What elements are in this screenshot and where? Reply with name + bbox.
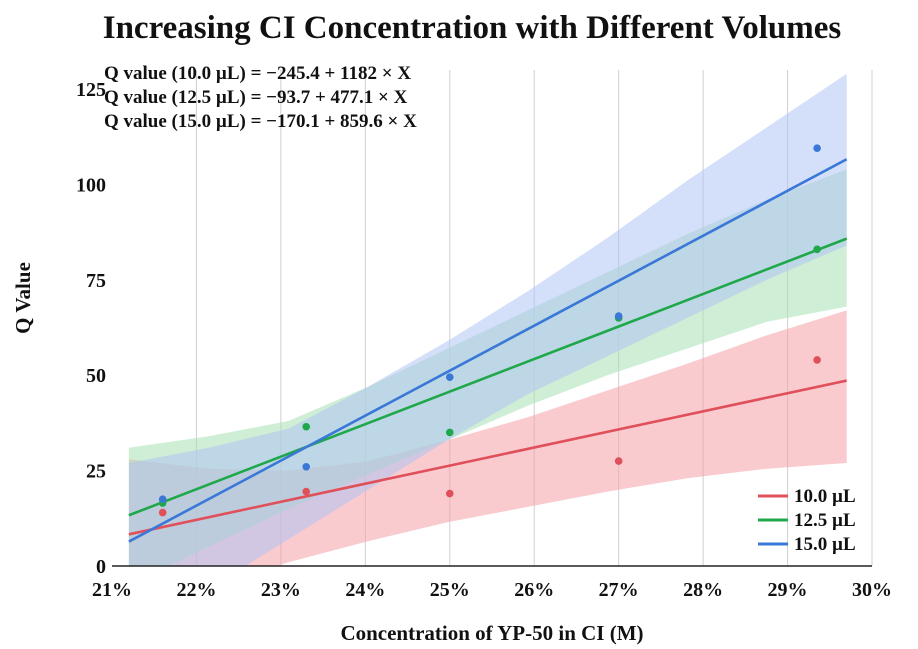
x-tick-label: 22% [176, 579, 216, 601]
x-axis-label: Concentration of YP-50 in CI (M) [340, 621, 643, 645]
x-tick-label: 25% [430, 579, 470, 601]
fit-line-1 [128, 237, 848, 517]
data-point [302, 463, 311, 471]
x-tick-labels: 21% 22% 23% 24% 25% 26% 27% 28% 29% 30% [92, 579, 892, 601]
x-tick-label: 29% [768, 579, 808, 601]
data-points [158, 144, 821, 517]
data-point [158, 495, 167, 504]
confidence-bands [128, 73, 847, 566]
y-tick-label: 125 [76, 79, 106, 101]
equations: Q value (10.0 µL) = −245.4 + 1182 × X Q … [104, 63, 417, 132]
equation-15-0: Q value (15.0 µL) = −170.1 + 859.6 × X [104, 111, 417, 132]
y-tick-label: 0 [96, 556, 106, 578]
x-tick-label: 23% [261, 579, 301, 601]
y-tick-label: 75 [86, 270, 106, 292]
data-point [445, 428, 454, 437]
data-point [614, 312, 623, 320]
fit-lines [128, 158, 848, 543]
legend-label: 12.5 µL [794, 510, 856, 531]
x-tick-label: 28% [683, 579, 723, 601]
x-tick-label: 27% [599, 579, 639, 601]
x-tick-label: 30% [852, 579, 892, 601]
equation-12-5: Q value (12.5 µL) = −93.7 + 477.1 × X [104, 87, 408, 108]
chart-title: Increasing CI Concentration with Differe… [103, 10, 842, 46]
fit-line-0 [128, 379, 847, 536]
data-point [445, 489, 454, 498]
equation-10-0: Q value (10.0 µL) = −245.4 + 1182 × X [104, 63, 411, 84]
data-point [614, 457, 623, 465]
legend-label: 15.0 µL [794, 534, 856, 555]
y-tick-label: 100 [76, 174, 106, 196]
data-point [813, 245, 821, 254]
data-point [813, 356, 821, 364]
x-tick-label: 24% [345, 579, 385, 601]
confidence-band-2 [128, 73, 847, 566]
data-point [445, 373, 454, 381]
x-tick-label: 21% [92, 579, 132, 601]
y-tick-label: 50 [86, 365, 106, 387]
data-point [813, 144, 821, 153]
legend: 10.0 µL 12.5 µL 15.0 µL [758, 486, 856, 555]
y-tick-labels: 0 25 50 75 100 125 [76, 79, 106, 578]
x-tick-label: 26% [514, 579, 554, 601]
legend-label: 10.0 µL [794, 486, 856, 507]
fit-line-2 [128, 158, 848, 543]
y-tick-label: 25 [86, 461, 106, 483]
data-point [302, 487, 311, 496]
data-point [158, 508, 167, 517]
y-axis-label: Q Value [11, 262, 35, 334]
data-point [302, 422, 311, 431]
